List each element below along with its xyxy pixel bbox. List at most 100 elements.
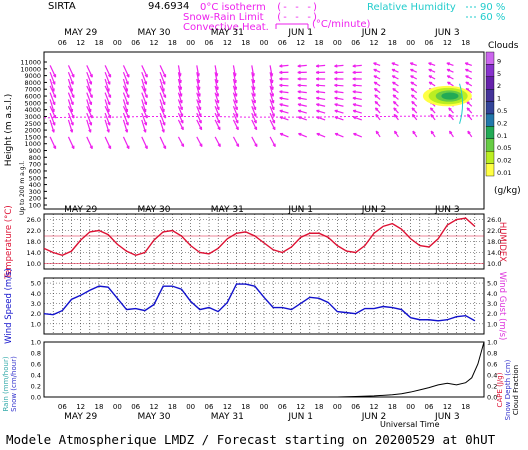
wind-arrow-head xyxy=(279,96,283,100)
day-label: MAY 30 xyxy=(137,205,170,215)
wind-arrow xyxy=(353,116,362,121)
wind-arrow-head xyxy=(297,77,301,81)
wind-arrow-head xyxy=(464,68,469,72)
forecast-footer: Modele Atmospherique LMDZ / Forecast sta… xyxy=(6,432,496,447)
wind-arrow-head xyxy=(89,145,93,150)
wind-arrow-head xyxy=(144,145,148,150)
y-tick-label-right: 0.4 xyxy=(487,372,497,380)
hour-tick-label: 18 xyxy=(315,403,324,411)
wind-arrow-head xyxy=(410,94,415,98)
cloud-colorbar: 9 5 2 1 0.5 0.2 0.1 0.05 0.02 0.01 xyxy=(485,51,511,177)
wind-arrow xyxy=(316,103,326,107)
wind-arrow-head xyxy=(428,81,433,85)
wind-arrow xyxy=(279,110,289,114)
wind-arrow xyxy=(86,85,93,98)
wind-arrow xyxy=(269,78,274,90)
wind-arrow-head xyxy=(315,77,320,81)
day-label: JUN 3 xyxy=(434,28,460,38)
wind-arrow xyxy=(49,106,57,119)
wind-arrow xyxy=(214,65,218,77)
day-label: MAY 31 xyxy=(211,412,244,422)
colorbar-level: 0.01 xyxy=(497,169,511,177)
wind-arrow xyxy=(214,119,221,131)
cloud-contour xyxy=(441,92,459,100)
wind-arrow xyxy=(159,85,167,98)
wind-arrow xyxy=(214,85,219,97)
legend-unit: (°C/minute) xyxy=(312,19,371,30)
wind-arrow-head xyxy=(428,68,432,72)
legend-isotherm: 0°C isotherm xyxy=(200,2,266,13)
wind-arrow-head xyxy=(352,103,357,107)
day-label: MAY 29 xyxy=(64,28,97,38)
hour-tick-label: 12 xyxy=(150,403,159,411)
wind-arrow xyxy=(316,84,326,87)
wind-arrow-head xyxy=(279,132,284,137)
wind-arrow xyxy=(352,90,362,94)
y-tick-label-right: 1.0 xyxy=(487,339,497,347)
wind-arrow xyxy=(67,85,75,98)
wind-arrow-head xyxy=(392,87,396,92)
wind-arrow-head xyxy=(125,101,129,106)
wind-arrow-head xyxy=(315,96,320,100)
wind-speed-axis-label: Wind Speed (m/s) xyxy=(4,268,14,344)
legend-rh: Relative Humidity xyxy=(367,2,456,13)
hour-tick-label: 12 xyxy=(76,403,85,411)
wind-arrow-head xyxy=(197,93,201,97)
wind-arrow-head xyxy=(374,100,379,105)
hour-tick-label: 00 xyxy=(333,39,342,47)
wind-arrow xyxy=(232,72,237,84)
colorbar-swatch xyxy=(485,76,495,90)
wind-arrow xyxy=(177,119,184,131)
wind-arrow xyxy=(196,119,203,131)
cloud-panel xyxy=(43,62,485,150)
wind-arrow-head xyxy=(53,115,57,119)
wind-arrow xyxy=(104,92,111,105)
wind-arrow-head xyxy=(235,126,239,131)
y-tick-label: 18.0 xyxy=(27,238,41,246)
height-tick-label: 3000 xyxy=(24,113,41,121)
wind-arrow-head xyxy=(297,83,301,88)
wind-arrow xyxy=(316,64,326,67)
wind-arrow xyxy=(159,112,166,126)
wind-arrow xyxy=(49,112,56,126)
hour-tick-label: 06 xyxy=(58,39,67,47)
wind-arrow-head xyxy=(70,81,74,85)
wind-arrow-head xyxy=(334,77,338,81)
wind-arrow xyxy=(251,92,256,104)
wind-arrow xyxy=(232,65,236,77)
series-line xyxy=(43,217,476,256)
day-label: MAY 31 xyxy=(211,205,244,215)
wind-arrow-head xyxy=(374,107,379,111)
wind-arrow-head xyxy=(374,94,378,98)
wind-arrow-head xyxy=(180,143,185,148)
wind-arrow-head xyxy=(373,62,377,66)
wind-arrow-head xyxy=(178,86,183,91)
wind-arrow-head xyxy=(235,120,239,124)
hour-tick-label: 06 xyxy=(58,403,67,411)
hour-tick-label: 12 xyxy=(443,39,452,47)
colorbar-level: 2 xyxy=(497,82,501,90)
hour-tick-label: 12 xyxy=(443,403,452,411)
wind-arrow-head xyxy=(163,94,167,99)
wind-arrow xyxy=(122,78,128,92)
wind-arrow xyxy=(49,136,57,149)
wind-arrow-head xyxy=(107,81,111,85)
wind-arrow-head xyxy=(163,74,167,78)
y-tick-label: 5.0 xyxy=(31,280,41,288)
wind-arrow xyxy=(67,99,73,113)
x-axis-label: Universal Time xyxy=(380,420,440,429)
height-tick-label: 100 xyxy=(29,202,41,210)
wind-arrow xyxy=(334,90,344,94)
hour-tick-label: 06 xyxy=(278,403,287,411)
wind-arrow-head xyxy=(352,64,356,68)
wind-arrow-head xyxy=(352,90,356,94)
wind-arrow-head xyxy=(409,62,414,66)
wind-arrow xyxy=(269,99,275,110)
wind-arrow xyxy=(67,78,73,92)
height-tick-label: 2000 xyxy=(24,127,41,135)
hour-tick-label: 00 xyxy=(113,39,122,47)
day-label: JUN 3 xyxy=(434,412,460,422)
wind-arrow-head xyxy=(162,81,166,85)
wind-arrow xyxy=(251,106,257,117)
wind-arrow-head xyxy=(428,75,432,79)
